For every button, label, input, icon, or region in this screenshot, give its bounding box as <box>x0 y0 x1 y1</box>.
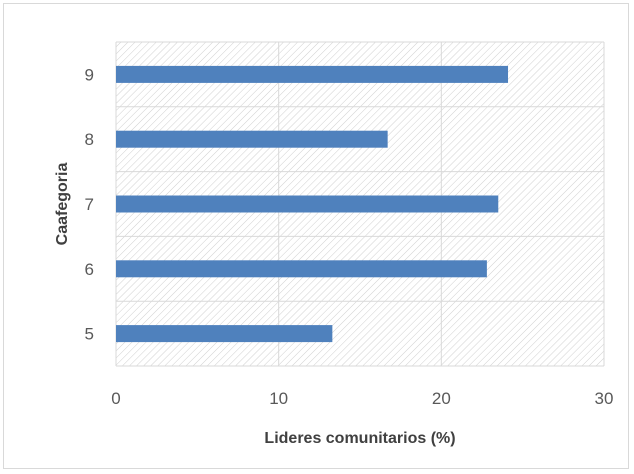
x-tick-label-20: 20 <box>432 389 451 408</box>
bar-5 <box>116 325 333 343</box>
bar-7 <box>116 195 499 213</box>
y-tick-label-5: 5 <box>85 325 94 344</box>
bar-9 <box>116 65 509 83</box>
x-tick-label-10: 10 <box>269 389 288 408</box>
y-tick-labels: 5 6 7 8 9 <box>85 65 94 343</box>
x-axis-title: Lideres comunitarios (%) <box>264 430 455 447</box>
bar-8 <box>116 130 388 148</box>
y-tick-label-9: 9 <box>85 65 94 84</box>
x-tick-label-30: 30 <box>595 389 614 408</box>
gridlines <box>115 41 605 367</box>
y-tick-label-6: 6 <box>85 260 94 279</box>
bars <box>116 65 509 343</box>
bar-6 <box>116 260 487 278</box>
y-tick-label-7: 7 <box>85 195 94 214</box>
y-axis-title: Caafegoria <box>54 163 71 246</box>
y-tick-label-8: 8 <box>85 130 94 149</box>
x-tick-label-0: 0 <box>111 389 120 408</box>
x-tick-labels: 0 10 20 30 <box>111 389 613 408</box>
